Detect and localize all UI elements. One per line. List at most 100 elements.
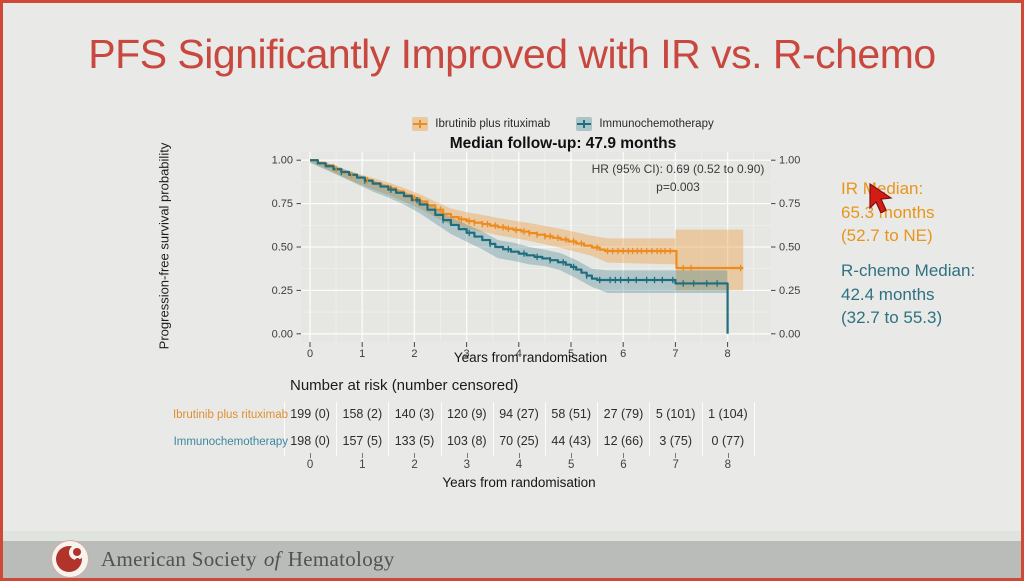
legend-item-ir: Ibrutinib plus rituximab (412, 117, 550, 131)
ash-logo-icon (51, 540, 89, 578)
risk-value-cell: 12 (66) (603, 434, 644, 448)
risk-table-tick-mark (727, 453, 729, 458)
risk-value-cell: 1 (104) (708, 407, 748, 421)
risk-axis-tick-label: 1 (359, 459, 366, 471)
chart-subtitle: Median follow-up: 47.9 months (449, 135, 677, 152)
risk-value-cell: 157 (5) (342, 434, 383, 448)
x-axis-label: Years from randomisation (453, 350, 608, 365)
risk-table-column-separator (492, 402, 494, 456)
ir-median-title: IR Median: (841, 179, 924, 198)
risk-axis-tick-label: 0 (306, 459, 314, 471)
svg-text:0.00: 0.00 (779, 328, 800, 340)
svg-text:1: 1 (359, 348, 365, 360)
risk-value-cell: 58 (51) (551, 407, 592, 421)
svg-text:0.75: 0.75 (779, 198, 800, 210)
legend-key-plus-icon-chemo (576, 117, 593, 131)
svg-text:0.50: 0.50 (272, 242, 293, 254)
svg-text:0: 0 (307, 348, 313, 360)
svg-text:6: 6 (620, 348, 626, 360)
risk-row-values-chemo: 198 (0) 157 (5) 133 (5) 103 (8) 70 (25) 44 (4… (284, 434, 754, 448)
y-axis-label: Progression-free survival probability (156, 142, 172, 350)
risk-table-column-separator (649, 402, 651, 456)
footer-org-of: of (263, 547, 281, 571)
risk-axis-tick-label: 4 (515, 459, 523, 471)
risk-axis-tick-label: 6 (620, 459, 627, 471)
rchemo-median-ci: (32.7 to 55.3) (841, 308, 943, 327)
risk-table-tick-mark (466, 453, 468, 458)
risk-table-column-separator (597, 402, 599, 456)
risk-table-tick-mark (623, 453, 625, 458)
risk-table-tick-mark (414, 453, 416, 458)
risk-axis-tick-label: 5 (568, 459, 575, 471)
svg-text:7: 7 (672, 348, 678, 360)
risk-value-cell: 0 (77) (711, 434, 745, 448)
risk-table-column-separator (440, 402, 442, 456)
risk-table-column-separator (701, 402, 703, 456)
risk-table-tick-mark (362, 453, 364, 458)
risk-table-tick-mark (310, 453, 311, 458)
svg-text:1.00: 1.00 (779, 155, 800, 167)
hr-value: HR (95% CI): 0.69 (0.52 to 0.90) (591, 162, 765, 176)
p-value: p=0.003 (656, 180, 700, 194)
risk-value-cell: 158 (2) (342, 407, 383, 421)
legend-label-chemo: Immunochemotherapy (599, 118, 714, 130)
ir-median-ci: (52.7 to NE) (841, 226, 933, 245)
risk-value-cell: 27 (79) (603, 407, 644, 421)
risk-value-cell: 198 (0) (290, 434, 330, 448)
risk-value-cell: 3 (75) (659, 434, 692, 448)
risk-value-cell: 103 (8) (446, 434, 487, 448)
risk-table-tick-mark (518, 453, 520, 458)
risk-value-cell: 44 (43) (551, 434, 592, 448)
risk-row-label-chemo: Immunochemotherapy (173, 436, 288, 448)
risk-axis-tick-label: 7 (672, 459, 679, 471)
svg-text:2: 2 (411, 348, 417, 360)
risk-table-column-separator (336, 402, 338, 456)
risk-axis-tick-label: 2 (411, 459, 418, 471)
footer-org-part2: Hematology (287, 547, 395, 571)
rchemo-median-title: R-chemo Median: (841, 261, 976, 280)
footer-strip (3, 531, 1021, 541)
hr-annotation: HR (95% CI): 0.69 (0.52 to 0.90) p=0.003 (548, 160, 808, 196)
mouse-cursor-icon (869, 183, 893, 213)
svg-text:0.25: 0.25 (779, 285, 800, 297)
risk-value-cell: 133 (5) (394, 434, 435, 448)
risk-table-column-separator (388, 402, 390, 456)
risk-table-axis-ticks: 0 1 2 3 4 5 6 7 8 (284, 459, 754, 471)
svg-text:5: 5 (568, 348, 574, 360)
svg-text:0.75: 0.75 (272, 198, 293, 210)
svg-text:0.00: 0.00 (272, 328, 293, 340)
risk-value-cell: 70 (25) (499, 434, 539, 448)
rchemo-median-value: 42.4 months (841, 284, 935, 304)
risk-axis-tick-label: 8 (724, 459, 732, 471)
risk-table-header: Number at risk (number censored) (290, 377, 519, 394)
rchemo-median-annotation: R-chemo Median: 42.4 months (32.7 to 55.… (841, 259, 975, 330)
risk-table-x-label: Years from randomisation (442, 475, 596, 490)
risk-table-column-separator (753, 402, 755, 456)
svg-text:8: 8 (725, 348, 731, 360)
risk-value-cell: 94 (27) (499, 407, 539, 421)
risk-table-column-separator (284, 402, 285, 456)
legend-item-chemo: Immunochemotherapy (576, 117, 714, 131)
risk-table-tick-mark (675, 453, 677, 458)
risk-value-cell: 5 (101) (655, 407, 696, 421)
risk-table-column-separator (545, 402, 546, 456)
svg-text:4: 4 (516, 348, 522, 360)
risk-row-label-ir: Ibrutinib plus rituximab (172, 409, 288, 421)
chart-legend: Ibrutinib plus rituximab Immunochemother… (293, 117, 833, 131)
risk-value-cell: 140 (3) (394, 407, 435, 421)
footer-bar: American Society of Hematology (3, 540, 1021, 578)
ir-median-annotation: IR Median: 65.3 months (52.7 to NE) (841, 177, 935, 248)
svg-text:0.50: 0.50 (779, 242, 800, 254)
risk-row-values-ir: 199 (0) 158 (2) 140 (3) 120 (9) 94 (27) 58 (5… (284, 407, 754, 421)
svg-text:0.25: 0.25 (272, 285, 293, 297)
footer-org-name: American Society of Hematology (101, 547, 395, 572)
kaplan-meier-plot: 0 1 2 3 4 5 6 7 8 0.00 0.00 0.25 0.25 0.50 0.50 0.75 0.7… (272, 152, 800, 360)
ir-median-value: 65.3 months (841, 202, 935, 222)
legend-label-ir: Ibrutinib plus rituximab (435, 118, 551, 130)
svg-text:1.00: 1.00 (272, 155, 293, 167)
page-title: PFS Significantly Improved with IR vs. R… (88, 31, 936, 77)
risk-value-cell: 199 (0) (290, 407, 330, 421)
risk-value-cell: 120 (9) (446, 407, 487, 421)
svg-text:3: 3 (464, 348, 470, 360)
